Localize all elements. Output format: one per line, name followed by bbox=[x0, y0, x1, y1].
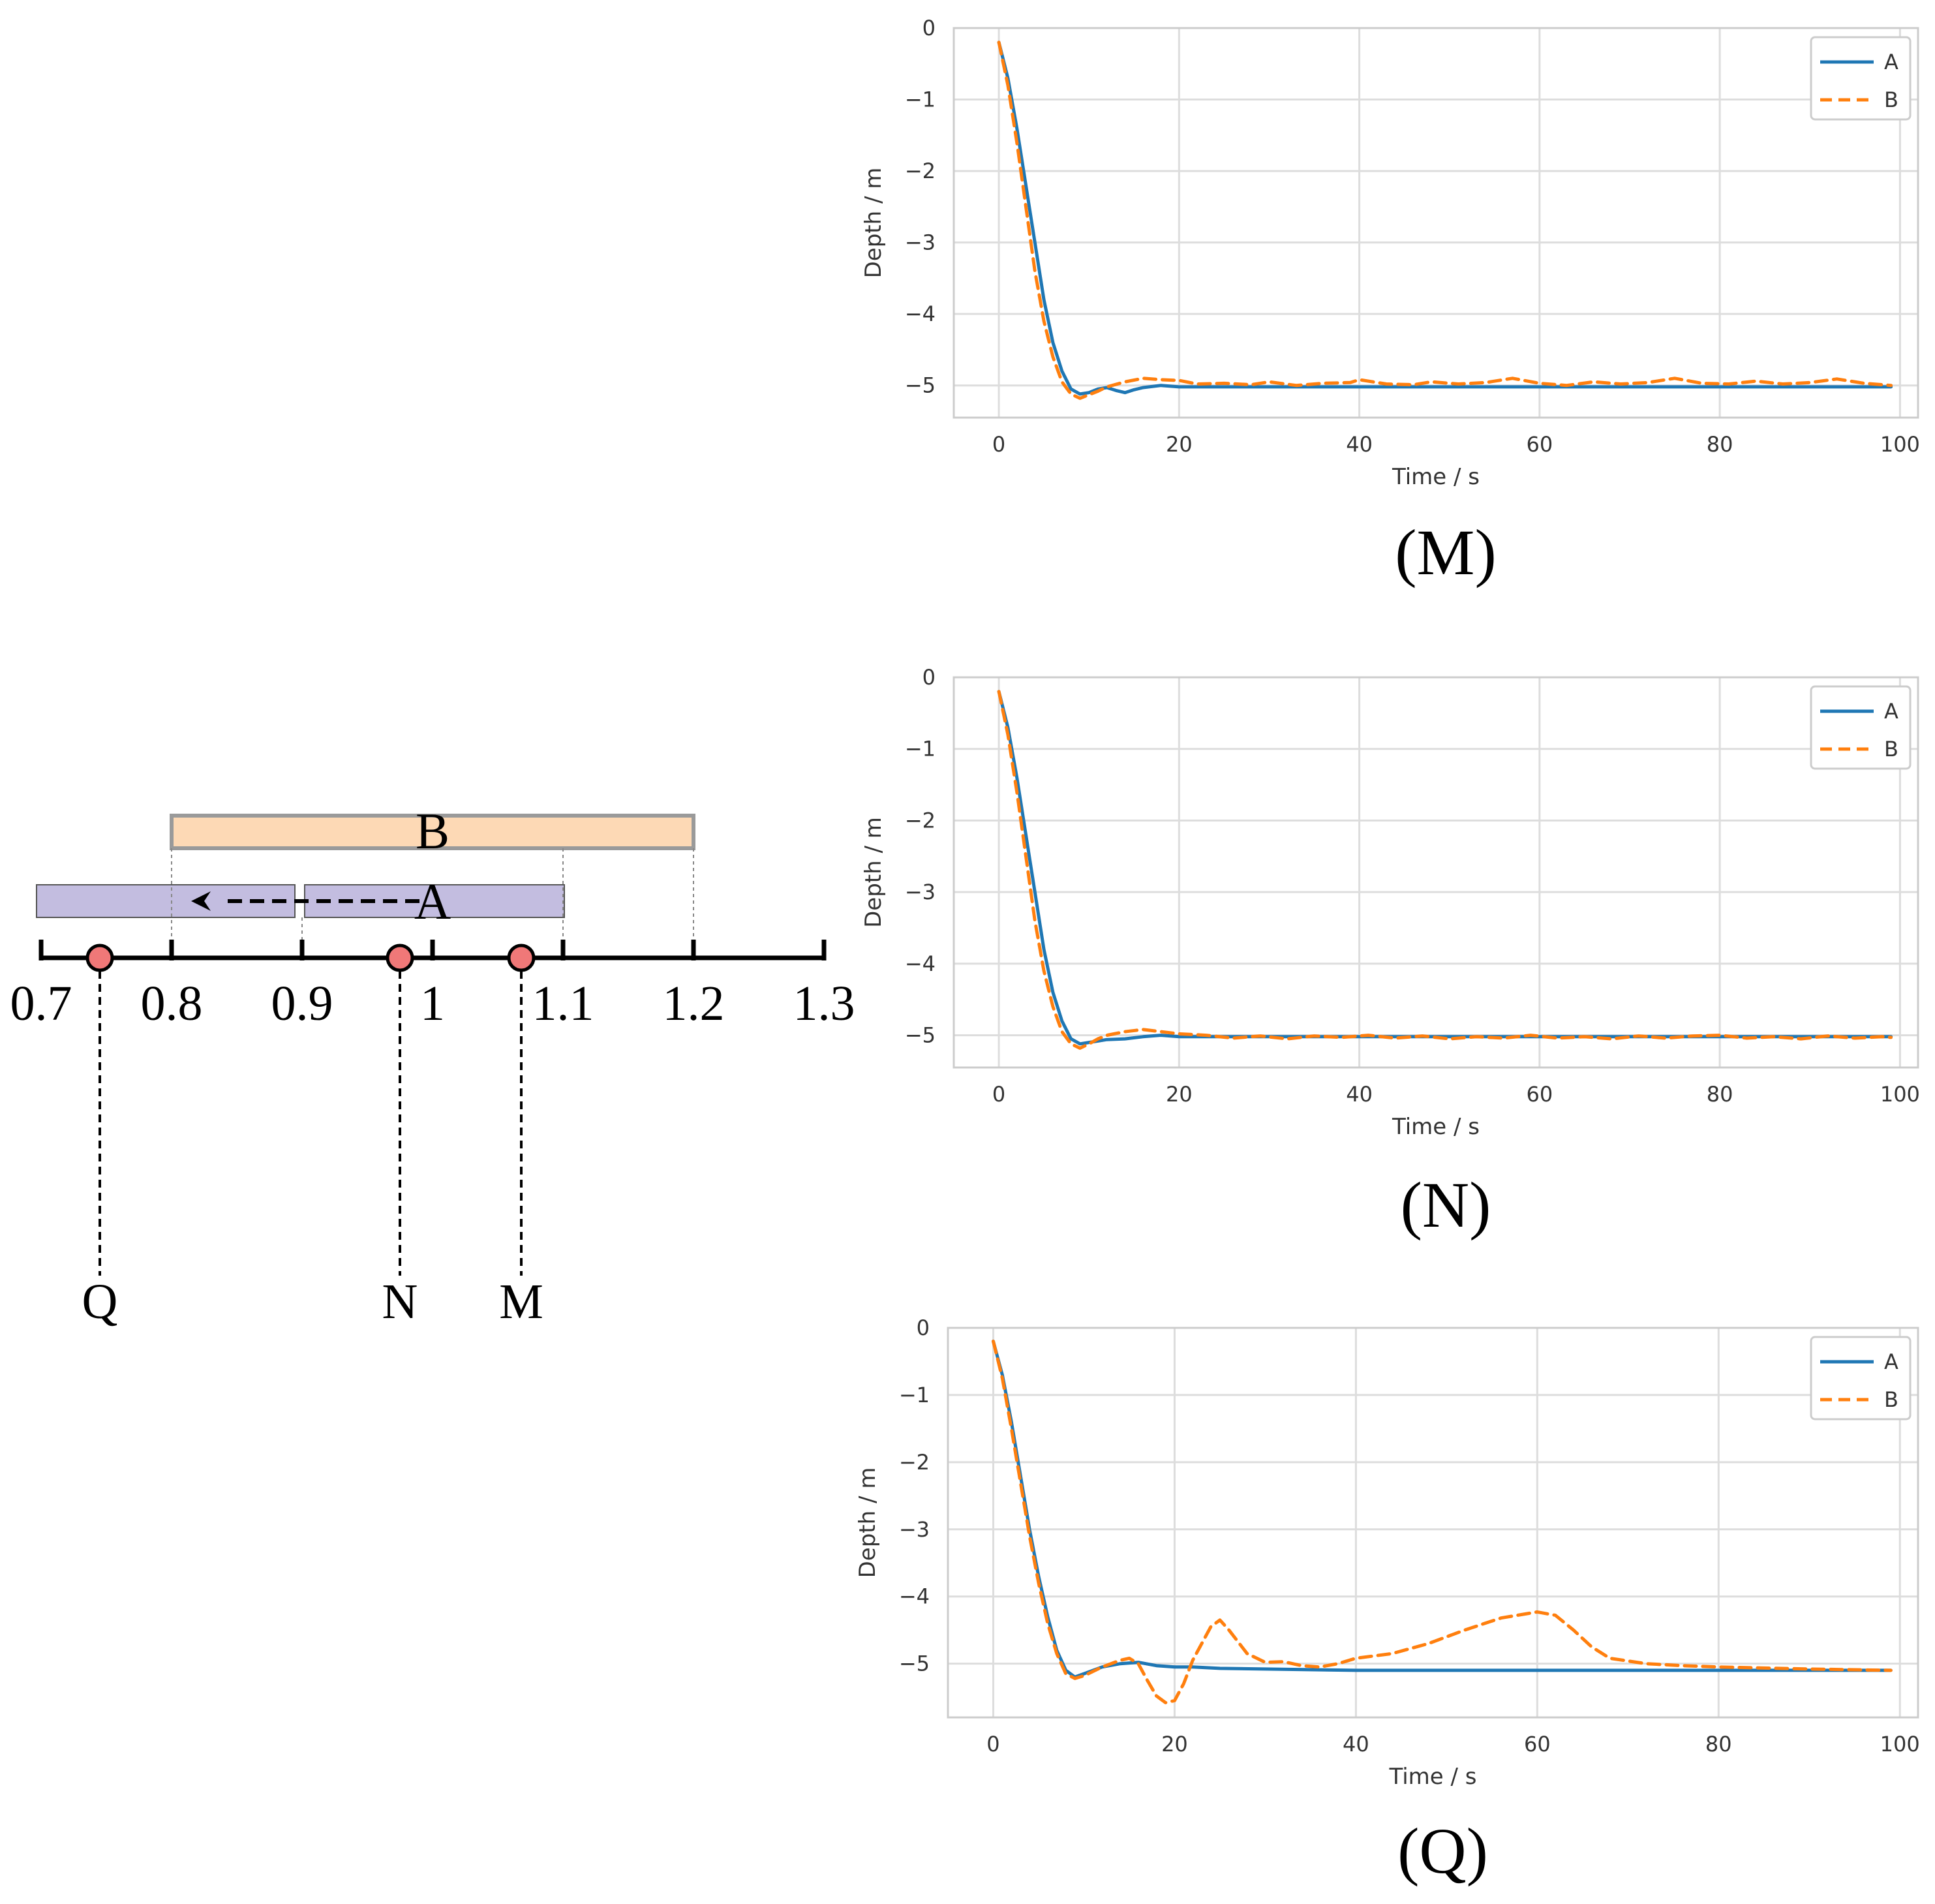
y-tick-label: −2 bbox=[905, 808, 936, 833]
series-line-b bbox=[992, 1340, 1893, 1704]
x-tick-label: 0 bbox=[992, 1082, 1005, 1107]
legend-box bbox=[1810, 36, 1912, 121]
x-tick-label: 80 bbox=[1707, 1082, 1733, 1107]
y-tick-label: −3 bbox=[905, 230, 936, 255]
x-tick-label: 20 bbox=[1161, 1732, 1188, 1757]
chart-caption: (Q) bbox=[1397, 1815, 1488, 1887]
legend-label: A bbox=[1884, 1349, 1898, 1374]
point-marker bbox=[85, 944, 114, 972]
series-line-b bbox=[997, 690, 1893, 1050]
x-tick-label: 80 bbox=[1707, 432, 1733, 457]
point-marker bbox=[386, 944, 414, 972]
chart-caption: (N) bbox=[1401, 1169, 1491, 1241]
point-marker bbox=[507, 944, 536, 972]
chart-n: 0 20 40 60 80 100 0 −1 −2 −3 −4 −5 Time / s Depth / m… bbox=[861, 665, 1920, 1241]
number-line-diagram: BA 0.7 0.8 0.9 1 1.1 1.2 1.3 Q N M bbox=[10, 803, 855, 1329]
plot-frame bbox=[947, 1327, 1919, 1719]
y-tick-label: −1 bbox=[905, 737, 936, 761]
y-tick-label: −4 bbox=[905, 301, 936, 326]
y-tick-label: −4 bbox=[899, 1584, 930, 1609]
x-tick-label: 40 bbox=[1343, 1732, 1369, 1757]
range-a-label: A bbox=[414, 873, 451, 930]
y-tick-label: −5 bbox=[905, 1023, 936, 1048]
y-axis-label: Depth / m bbox=[855, 1467, 881, 1578]
x-tick-label: 40 bbox=[1346, 432, 1373, 457]
y-tick-label: 0 bbox=[917, 1315, 930, 1340]
chart-m: 0 20 40 60 80 100 0 −1 −2 −3 −4 −5 Time / s Depth / m… bbox=[861, 16, 1920, 589]
series-line-a bbox=[992, 1340, 1893, 1679]
y-tick-label: −2 bbox=[899, 1450, 930, 1475]
y-tick-label: 0 bbox=[922, 16, 936, 40]
x-tick-label: 20 bbox=[1166, 432, 1193, 457]
series-line-a bbox=[997, 690, 1893, 1046]
number-line-tick-label: 1.1 bbox=[532, 976, 594, 1031]
legend-box bbox=[1810, 685, 1912, 770]
plot-frame bbox=[952, 676, 1919, 1069]
x-tick-label: 100 bbox=[1880, 1732, 1920, 1757]
y-tick-label: −5 bbox=[905, 373, 936, 398]
y-tick-label: −1 bbox=[905, 87, 936, 112]
y-tick-label: −5 bbox=[899, 1651, 930, 1676]
y-tick-label: −4 bbox=[905, 951, 936, 976]
legend-label: B bbox=[1884, 737, 1898, 761]
x-tick-label: 100 bbox=[1880, 432, 1920, 457]
range-b-bar bbox=[170, 814, 695, 850]
plot-frame bbox=[952, 27, 1919, 419]
y-tick-label: 0 bbox=[922, 665, 936, 690]
y-axis-label: Depth / m bbox=[861, 817, 887, 928]
x-tick-label: 0 bbox=[992, 432, 1005, 457]
x-tick-label: 60 bbox=[1526, 1082, 1553, 1107]
point-label: Q bbox=[82, 1274, 118, 1329]
x-axis-label: Time / s bbox=[1392, 1114, 1480, 1140]
y-tick-label: −2 bbox=[905, 159, 936, 183]
x-tick-label: 60 bbox=[1526, 432, 1553, 457]
series-line-a bbox=[997, 40, 1893, 396]
x-tick-label: 0 bbox=[986, 1732, 999, 1757]
x-tick-label: 100 bbox=[1880, 1082, 1920, 1107]
series-line-b bbox=[997, 40, 1893, 400]
range-b-label: B bbox=[416, 803, 449, 859]
number-line-tick-label: 0.9 bbox=[271, 976, 333, 1031]
x-tick-label: 60 bbox=[1524, 1732, 1551, 1757]
legend-label: B bbox=[1884, 87, 1898, 112]
number-line-tick-label: 1.2 bbox=[663, 976, 725, 1031]
y-tick-label: −1 bbox=[899, 1383, 930, 1407]
x-axis-label: Time / s bbox=[1389, 1764, 1477, 1790]
legend-label: B bbox=[1884, 1387, 1898, 1412]
number-line-tick-label: 1 bbox=[420, 976, 445, 1031]
legend-label: A bbox=[1884, 699, 1898, 724]
number-line-tick-label: 1.3 bbox=[793, 976, 855, 1031]
number-line-tick-label: 0.7 bbox=[10, 976, 72, 1031]
y-tick-label: −3 bbox=[899, 1517, 930, 1542]
y-axis-label: Depth / m bbox=[861, 168, 887, 279]
number-line-tick-label: 0.8 bbox=[141, 976, 203, 1031]
legend-label: A bbox=[1884, 50, 1898, 74]
x-tick-label: 20 bbox=[1166, 1082, 1193, 1107]
point-label: M bbox=[499, 1274, 543, 1329]
point-label: N bbox=[382, 1274, 418, 1329]
legend-box bbox=[1810, 1336, 1912, 1420]
x-tick-label: 40 bbox=[1346, 1082, 1373, 1107]
x-axis-label: Time / s bbox=[1392, 464, 1480, 490]
shift-arrow-head bbox=[191, 891, 211, 911]
x-tick-label: 80 bbox=[1705, 1732, 1732, 1757]
chart-caption: (M) bbox=[1395, 516, 1497, 589]
y-tick-label: −3 bbox=[905, 880, 936, 904]
chart-q: 0 20 40 60 80 100 0 −1 −2 −3 −4 −5 Time / s Depth / m… bbox=[855, 1315, 1920, 1887]
